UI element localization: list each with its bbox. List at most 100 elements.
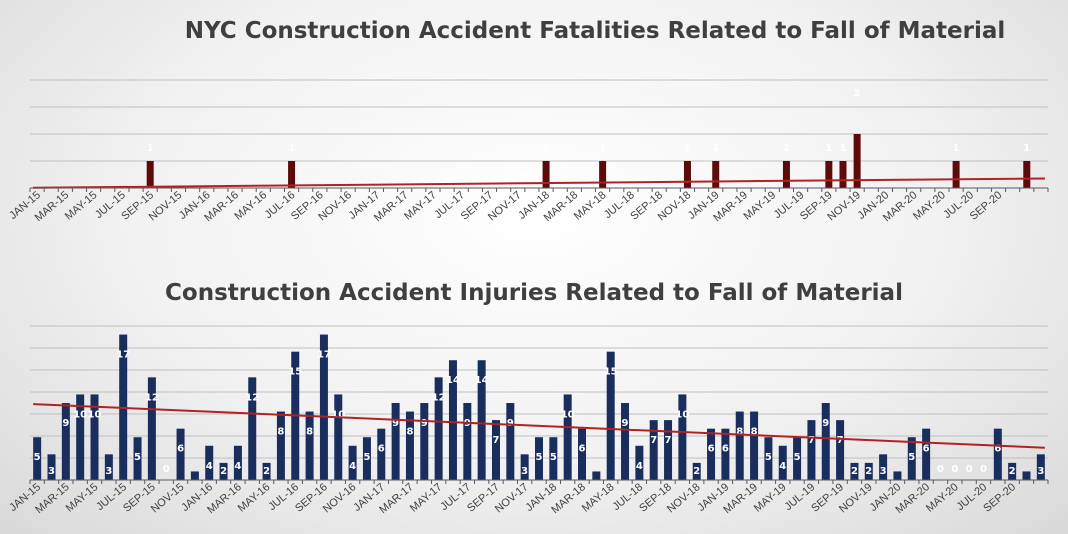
data-label: 6 xyxy=(923,444,930,455)
bar xyxy=(825,161,833,188)
bar xyxy=(821,403,830,480)
bar xyxy=(176,428,185,480)
data-label: 1 xyxy=(599,143,606,154)
data-label: 1 xyxy=(288,143,295,154)
injuries-bars: 5391010317512064241228158171045698912149… xyxy=(33,334,1045,480)
data-label: 12 xyxy=(145,392,159,403)
data-label: 7 xyxy=(493,435,500,446)
bar xyxy=(683,161,691,188)
bar xyxy=(839,161,847,188)
bar xyxy=(599,161,607,188)
bar xyxy=(1008,462,1017,480)
data-label: 1 xyxy=(147,143,154,154)
bar xyxy=(782,161,790,188)
bar xyxy=(147,377,156,480)
injuries-chart-title: Construction Accident Injuries Related t… xyxy=(165,280,903,306)
data-label: 2 xyxy=(865,466,872,477)
bar xyxy=(778,445,787,480)
data-label: 2 xyxy=(854,88,861,99)
data-label: 2 xyxy=(851,466,858,477)
bar xyxy=(793,437,802,480)
data-label: 0 xyxy=(163,464,170,475)
data-label: 9 xyxy=(822,418,829,429)
fatalities-bars: 1 1 1 1 1 1 1 1 121 1 xyxy=(146,88,1031,188)
data-label: 8 xyxy=(406,427,413,438)
bar xyxy=(993,428,1002,480)
x-tick-label: SEP-20 xyxy=(968,189,1005,223)
data-label: 0 xyxy=(980,464,987,475)
data-label: 6 xyxy=(177,444,184,455)
data-label: 3 xyxy=(1037,466,1044,477)
data-label: 4 xyxy=(206,461,213,472)
data-label: 3 xyxy=(48,466,55,477)
bar xyxy=(405,411,414,480)
fatalities-trendline xyxy=(33,177,1045,189)
data-label: 5 xyxy=(536,452,543,463)
data-label: 1 xyxy=(1023,143,1030,154)
x-tick-label: MAY-17 xyxy=(402,189,439,223)
data-label: 2 xyxy=(220,466,227,477)
bar xyxy=(248,377,257,480)
bar xyxy=(635,445,644,480)
bar xyxy=(219,462,228,480)
bar xyxy=(76,394,85,480)
data-label: 0 xyxy=(937,464,944,475)
bar xyxy=(377,428,386,480)
bar xyxy=(721,428,730,480)
bar xyxy=(463,403,472,480)
data-label: 8 xyxy=(306,427,313,438)
trendline-segment xyxy=(33,177,1045,189)
bar xyxy=(90,394,99,480)
bar xyxy=(879,454,888,480)
bar xyxy=(477,360,486,480)
bar xyxy=(1022,471,1031,480)
x-tick-label: MAY-17 xyxy=(408,481,445,515)
data-label: 10 xyxy=(675,409,689,420)
bar xyxy=(104,454,113,480)
fatalities-chart-title: NYC Construction Accident Fatalities Rel… xyxy=(185,18,1006,44)
fatalities-gridlines xyxy=(30,79,1048,162)
bar xyxy=(542,161,550,188)
data-label: 7 xyxy=(650,435,657,446)
bar xyxy=(922,428,931,480)
bar xyxy=(563,394,572,480)
injuries-chart: Construction Accident Injuries Related t… xyxy=(7,280,1049,516)
data-label: 15 xyxy=(604,367,618,378)
data-label: 5 xyxy=(134,452,141,463)
bar xyxy=(750,411,759,480)
bar xyxy=(420,403,429,480)
bar xyxy=(1023,161,1031,188)
bar xyxy=(712,161,720,188)
data-label: 17 xyxy=(317,350,331,361)
data-label: 5 xyxy=(34,452,41,463)
bar xyxy=(592,471,601,480)
data-label: 4 xyxy=(349,461,356,472)
bar xyxy=(1036,454,1045,480)
data-label: 9 xyxy=(62,418,69,429)
data-label: 0 xyxy=(966,464,973,475)
bar xyxy=(649,420,658,480)
data-label: 1 xyxy=(684,143,691,154)
data-label: 9 xyxy=(421,418,428,429)
fatalities-x-axis: JAN-15MAR-15MAY-15JUL-15SEP-15NOV-15JAN-… xyxy=(7,187,1049,224)
x-tick-label: SEP-20 xyxy=(981,481,1018,515)
data-label: 1 xyxy=(953,143,960,154)
data-label: 4 xyxy=(636,461,643,472)
bar xyxy=(764,437,773,480)
data-label: 1 xyxy=(840,143,847,154)
data-label: 9 xyxy=(622,418,629,429)
bar xyxy=(578,428,587,480)
data-label: 14 xyxy=(446,375,460,386)
data-label: 10 xyxy=(331,409,345,420)
data-label: 6 xyxy=(579,444,586,455)
x-tick-label: MAY-18 xyxy=(580,481,617,515)
data-label: 3 xyxy=(880,466,887,477)
data-label: 3 xyxy=(521,466,528,477)
bar xyxy=(391,403,400,480)
x-tick-label: MAY-20 xyxy=(924,481,961,515)
injuries-trendline xyxy=(33,403,1045,449)
data-label: 5 xyxy=(550,452,557,463)
bar xyxy=(952,161,960,188)
data-label: 17 xyxy=(116,350,130,361)
bar xyxy=(606,351,615,480)
